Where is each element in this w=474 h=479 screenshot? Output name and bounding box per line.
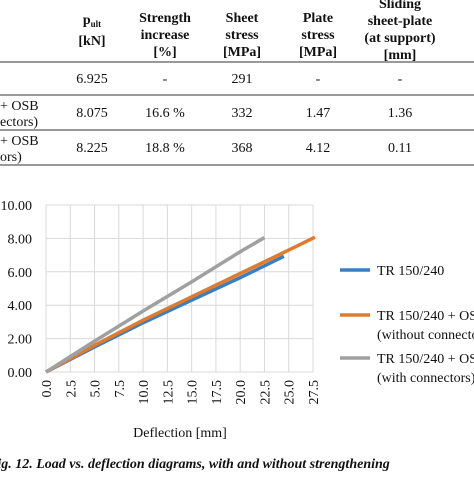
cell: 1.47 [306,106,331,121]
y-tick-label: 6.00 [8,266,33,281]
x-tick-label: 12.5 [161,380,176,405]
y-tick-label: 10.00 [1,199,33,214]
y-tick-label: 0.00 [8,366,33,381]
header-cell: stress [225,28,259,43]
y-tick-label: 4.00 [8,299,33,314]
cell: 18.8 % [145,141,185,156]
cell: 291 [232,72,253,87]
cell: 332 [232,106,253,121]
legend-label: TR 150/240 + OSB [377,352,474,367]
row-label: + OSB [0,134,39,149]
cell: 4.12 [306,141,331,156]
x-tick-label: 5.0 [89,380,104,398]
legend-label: TR 150/240 [377,264,444,279]
row-label: ectors) [0,115,38,130]
cell: 16.6 % [145,106,185,121]
x-axis-label: Deflection [mm] [133,426,227,441]
cell: 8.075 [76,106,108,121]
legend-label: TR 150/240 + OSB [377,309,474,324]
symbol: p [83,13,91,28]
series-line [45,235,316,374]
y-tick-label: 2.00 [8,333,33,348]
header-cell: pult [83,13,101,29]
x-tick-label: 25.0 [283,380,298,405]
cell: - [163,72,168,87]
header-cell: [MPa] [299,45,337,60]
header-cell: Plate [303,11,333,26]
header-cell: stress [301,28,335,43]
header-cell: [mm] [384,48,417,63]
x-tick-label: 0.0 [40,380,55,398]
cell: - [398,72,403,87]
header-cell: increase [141,28,190,43]
header-cell: Sliding [379,0,421,12]
x-tick-label: 2.5 [64,380,79,398]
cell: - [316,72,321,87]
x-tick-label: 20.0 [234,380,249,405]
cell: 8.225 [76,141,108,156]
series-line [45,254,285,374]
x-tick-label: 7.5 [113,380,128,398]
series-line [45,236,266,374]
row-label: + OSB [0,99,39,114]
row-label: ors) [0,150,22,165]
cell: 6.925 [76,72,108,87]
header-cell: [kN] [78,34,105,49]
x-tick-label: 17.5 [210,380,225,405]
header-cell: Strength [139,11,191,26]
x-tick-label: 15.0 [186,380,201,405]
header-cell: sheet-plate [368,14,433,29]
x-tick-label: 22.5 [258,380,273,405]
subscript: ult [91,19,102,29]
legend-label: (with connectors) [377,371,474,386]
header-cell: [MPa] [223,45,261,60]
cell: 368 [232,141,253,156]
x-tick-label: 10.0 [137,380,152,405]
header-cell: [%] [153,45,176,60]
legend-label: (without connectors) [377,328,474,343]
caption: Fig. 12. Load vs. deflection diagrams, w… [0,457,390,472]
header-cell: (at support) [364,31,436,46]
x-tick-label: 27.5 [307,380,322,405]
y-tick-label: 8.00 [8,232,33,247]
cell: 0.11 [388,141,412,156]
cell: 1.36 [388,106,413,121]
header-cell: Sheet [226,11,259,26]
